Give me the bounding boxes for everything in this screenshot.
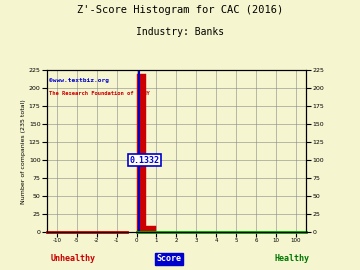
Text: 0.1332: 0.1332 [130, 156, 159, 165]
Y-axis label: Number of companies (235 total): Number of companies (235 total) [21, 99, 26, 204]
Text: Healthy: Healthy [275, 254, 310, 263]
Text: Industry: Banks: Industry: Banks [136, 27, 224, 37]
Bar [147, 227, 157, 232]
Text: Unhealthy: Unhealthy [50, 254, 95, 263]
Text: Score: Score [157, 254, 182, 263]
Text: Z'-Score Histogram for CAC (2016): Z'-Score Histogram for CAC (2016) [77, 5, 283, 15]
Text: ©www.textbiz.org: ©www.textbiz.org [49, 78, 109, 83]
Bar [136, 74, 147, 232]
Text: The Research Foundation of SUNY: The Research Foundation of SUNY [49, 91, 150, 96]
